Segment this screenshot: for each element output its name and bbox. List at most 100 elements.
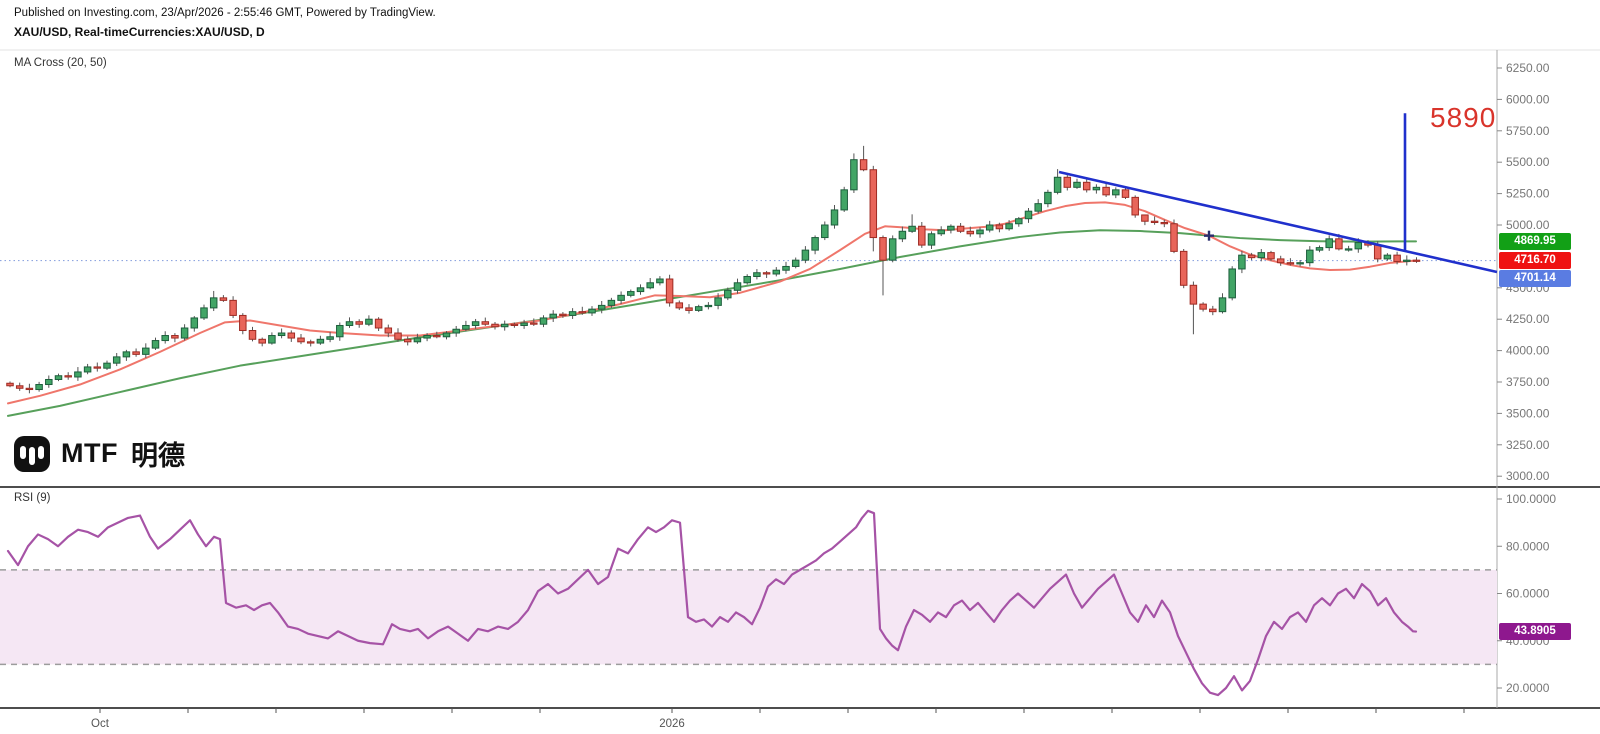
published-line: Published on Investing.com, 23/Apr/2026 …: [14, 7, 436, 19]
candle: [840, 186, 848, 212]
rsi-line: [6, 509, 1418, 697]
candle: [112, 352, 121, 367]
candle: [1247, 252, 1256, 261]
candle: [1160, 219, 1169, 228]
ma-cross-label: MA Cross (20, 50): [14, 57, 107, 69]
svg-text:6250.00: 6250.00: [1506, 61, 1550, 75]
candle: [665, 274, 674, 307]
candle: [394, 328, 402, 342]
candle: [1238, 250, 1246, 274]
candle: [530, 318, 538, 326]
candle: [277, 328, 286, 339]
candle: [93, 362, 102, 372]
time-axis-label: Oct: [91, 718, 110, 730]
candle: [25, 383, 34, 394]
candle: [355, 319, 363, 328]
candle: [452, 325, 460, 337]
svg-text:20.0000: 20.0000: [1506, 681, 1550, 695]
candle: [1393, 251, 1401, 265]
candle: [6, 381, 14, 388]
mtf-logo-icon: [14, 435, 50, 472]
candle: [1403, 255, 1411, 266]
candle: [1179, 248, 1188, 289]
candle: [811, 235, 819, 255]
candle: [491, 321, 499, 330]
candles-layer: [6, 145, 1421, 394]
candle: [1141, 214, 1149, 226]
candle: [908, 214, 916, 233]
candle: [1306, 246, 1314, 267]
candle: [1228, 266, 1236, 301]
candle: [45, 375, 53, 388]
svg-text:5750.00: 5750.00: [1506, 124, 1550, 138]
candle: [1412, 257, 1421, 263]
candle: [888, 235, 897, 263]
candle: [1199, 302, 1207, 312]
candle: [326, 331, 334, 343]
candle: [336, 322, 344, 341]
candle: [15, 382, 24, 391]
candle: [287, 330, 296, 342]
candle: [433, 331, 441, 339]
candle: [898, 226, 907, 243]
candle: [83, 363, 92, 375]
svg-text:3500.00: 3500.00: [1506, 406, 1550, 420]
svg-text:3750.00: 3750.00: [1506, 375, 1550, 389]
candle: [1024, 208, 1033, 223]
candle: [1189, 281, 1198, 335]
candle: [229, 296, 237, 319]
candle: [403, 336, 412, 346]
rsi-band: [0, 569, 1497, 666]
candle: [791, 257, 800, 269]
mtf-logo: MTF 明德: [14, 434, 185, 473]
candle: [54, 373, 63, 382]
svg-text:60.0000: 60.0000: [1506, 587, 1550, 601]
candle: [704, 302, 713, 310]
candle: [1073, 178, 1081, 189]
last-price-badge: 4716.70: [1499, 252, 1571, 270]
rsi-indicator-label: RSI (9): [14, 492, 51, 504]
trendline-price-badge: 4701.14: [1499, 270, 1571, 288]
candle: [985, 220, 994, 233]
candle: [879, 235, 887, 296]
candle: [413, 333, 422, 344]
candle: [607, 297, 616, 308]
candle: [995, 222, 1004, 233]
candle: [559, 312, 567, 318]
svg-text:80.0000: 80.0000: [1506, 539, 1550, 553]
ma20-line: [7, 201, 1417, 405]
candle: [966, 226, 975, 237]
candle: [1267, 250, 1275, 261]
candle: [821, 221, 829, 241]
candle: [1325, 235, 1333, 251]
time-axis-label: 2026: [659, 718, 685, 730]
target-price-annotation: 5890: [1430, 102, 1497, 133]
candle: [297, 334, 305, 345]
candle: [743, 274, 751, 285]
candle: [374, 317, 383, 332]
rsi-value-badge: 43.8905: [1499, 623, 1571, 641]
candle: [190, 316, 199, 332]
descending-trendline: [1058, 170, 1498, 274]
candle: [617, 291, 625, 305]
candle: [209, 290, 218, 312]
candle: [345, 317, 354, 328]
candle: [1131, 195, 1139, 218]
candle: [1005, 220, 1013, 231]
candle: [1276, 255, 1285, 266]
candle: [500, 320, 509, 331]
candle: [365, 315, 373, 327]
candle: [1170, 219, 1178, 254]
candle: [306, 339, 315, 347]
candle: [219, 295, 228, 302]
candle: [103, 360, 111, 370]
candle: [423, 333, 431, 342]
candle: [549, 310, 557, 322]
candle: [1034, 199, 1042, 214]
candle: [442, 331, 451, 340]
candle: [520, 319, 528, 329]
candle: [1082, 177, 1091, 193]
candle: [161, 331, 169, 344]
